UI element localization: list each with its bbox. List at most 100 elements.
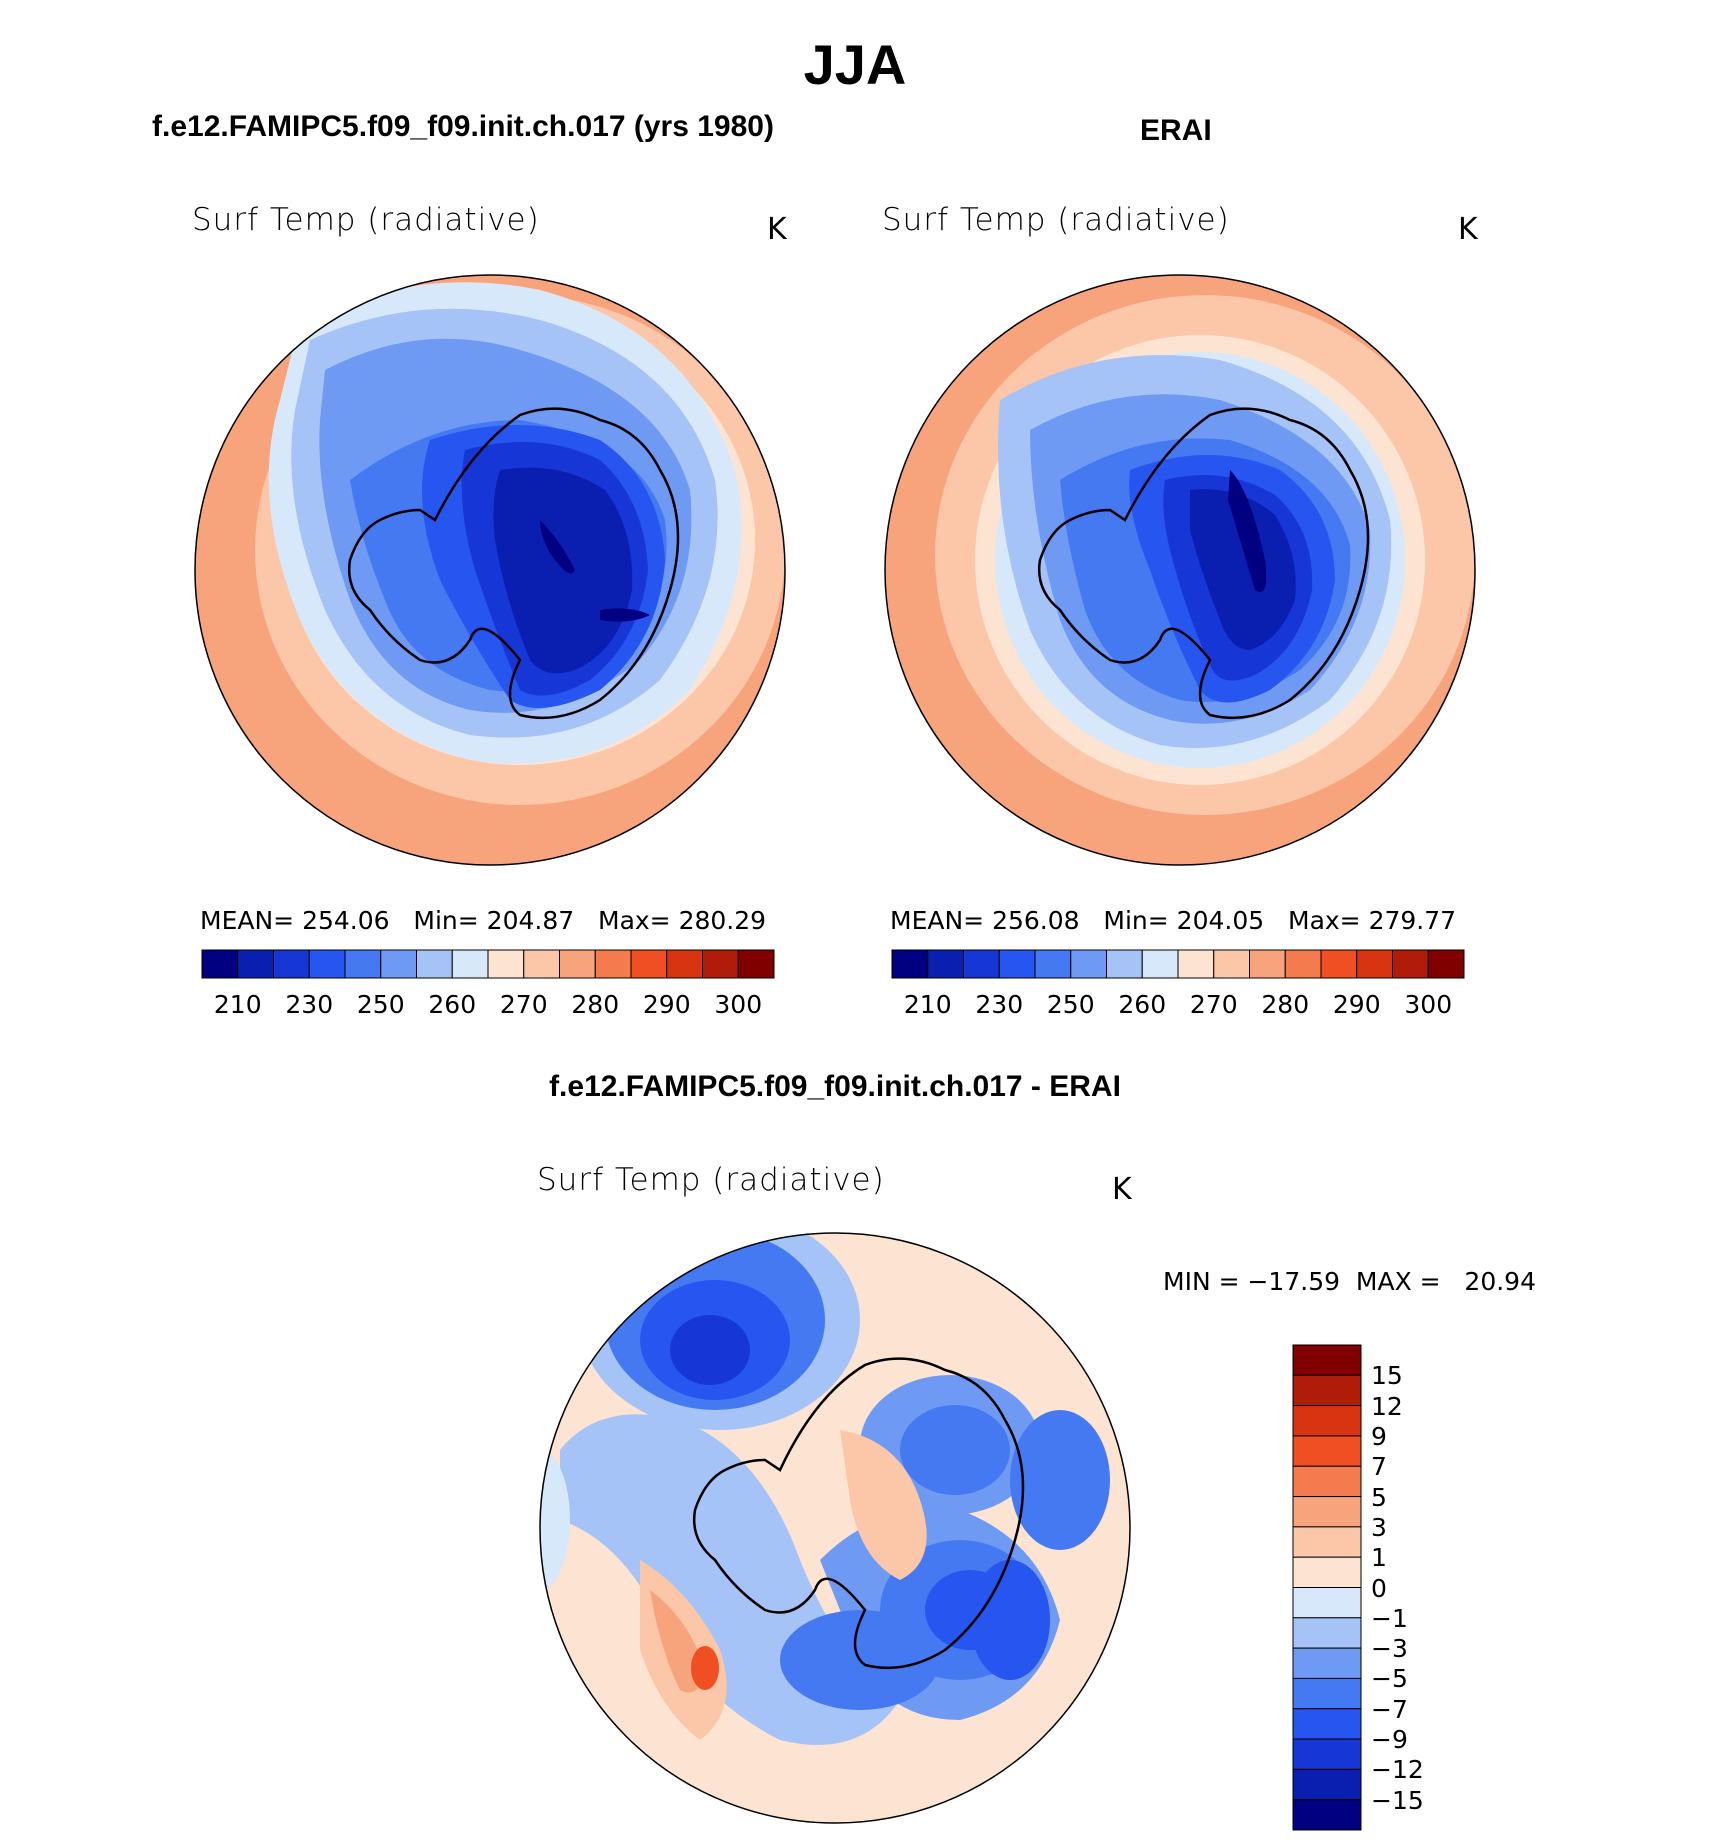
colorbar-tick-label: 260 xyxy=(428,990,477,1019)
colorbar-tick-label: 210 xyxy=(213,990,262,1019)
coastline-antarctica xyxy=(347,407,680,720)
min-value: 204.05 xyxy=(1176,906,1265,935)
polar-map-diff xyxy=(539,1232,1131,1824)
colorbar-swatch xyxy=(1292,1647,1362,1679)
colorbar-swatch xyxy=(237,949,274,979)
colorbar-tick-label: 5 xyxy=(1371,1482,1387,1512)
polar-map-model xyxy=(194,274,786,866)
colorbar-diff xyxy=(1292,1344,1362,1831)
colorbar-tick-label: 9 xyxy=(1371,1421,1387,1451)
colorbar-tick-label: −7 xyxy=(1371,1694,1408,1724)
stats-obs: MEAN= 256.08 Min= 204.05 Max= 279.77 xyxy=(890,906,1456,935)
colorbar-tick-label: 280 xyxy=(571,990,620,1019)
min-label: Min= xyxy=(1103,906,1169,935)
colorbar-swatch xyxy=(891,949,929,979)
min-value: 204.87 xyxy=(486,906,575,935)
panel-heading-model: f.e12.FAMIPC5.f09_f09.init.ch.017 (yrs 1… xyxy=(152,110,774,143)
colorbar-swatch xyxy=(666,949,703,979)
colorbar-tick-label: −9 xyxy=(1371,1725,1408,1755)
colorbar-swatch xyxy=(1249,949,1286,979)
variable-label-obs: Surf Temp (radiative) xyxy=(882,202,1230,238)
colorbar-tick-label: −15 xyxy=(1371,1785,1424,1815)
colorbar-swatch xyxy=(1292,1496,1362,1528)
colorbar-tick-label: 15 xyxy=(1371,1361,1403,1391)
coastline-antarctica xyxy=(1037,407,1370,720)
colorbar-swatch xyxy=(1292,1587,1362,1619)
map-border xyxy=(884,274,1476,866)
colorbar-swatch xyxy=(273,949,310,979)
colorbar-swatch xyxy=(1213,949,1250,979)
colorbar-swatch xyxy=(1106,949,1143,979)
colorbar-swatch xyxy=(1292,1465,1362,1498)
colorbar-swatch xyxy=(201,949,239,979)
mean-label: MEAN= xyxy=(200,906,295,935)
max-value: 280.29 xyxy=(678,906,767,935)
colorbar-tick-label: 260 xyxy=(1118,990,1167,1019)
colorbar-swatch xyxy=(1292,1768,1362,1801)
colorbar-swatch xyxy=(737,949,775,979)
colorbar-swatch xyxy=(1292,1738,1362,1770)
colorbar-swatch xyxy=(594,949,632,979)
colorbar-swatch xyxy=(1392,949,1429,979)
colorbar-swatch xyxy=(998,949,1036,979)
colorbar-tick-label: 250 xyxy=(356,990,405,1019)
colorbar-swatch xyxy=(1320,949,1358,979)
mean-value: 256.08 xyxy=(992,906,1080,935)
units-label-diff: K xyxy=(1112,1172,1132,1207)
panel-heading-obs: ERAI xyxy=(1140,114,1212,147)
colorbar-model xyxy=(201,949,775,979)
colorbar-obs xyxy=(891,949,1465,979)
colorbar-tick-label: 270 xyxy=(499,990,548,1019)
colorbar-swatch xyxy=(1427,949,1465,979)
panel-heading-diff: f.e12.FAMIPC5.f09_f09.init.ch.017 - ERAI xyxy=(549,1070,1121,1103)
colorbar-swatch xyxy=(1070,949,1107,979)
colorbar-tick-label: 0 xyxy=(1371,1573,1387,1603)
colorbar-tick-label: 1 xyxy=(1371,1543,1387,1573)
max-label: Max= xyxy=(598,906,671,935)
stats-model: MEAN= 254.06 Min= 204.87 Max= 280.29 xyxy=(200,906,766,935)
colorbar-tick-label: −12 xyxy=(1371,1755,1424,1785)
variable-label-model: Surf Temp (radiative) xyxy=(192,202,540,238)
colorbar-tick-label: −5 xyxy=(1371,1664,1408,1694)
map-border xyxy=(194,274,786,866)
map-border xyxy=(539,1232,1131,1824)
units-label-model: K xyxy=(767,212,787,247)
colorbar-tick-label: 12 xyxy=(1371,1391,1403,1421)
colorbar-swatch xyxy=(927,949,964,979)
colorbar-tick-label: 290 xyxy=(642,990,691,1019)
colorbar-swatch xyxy=(1292,1374,1362,1407)
colorbar-swatch xyxy=(1292,1556,1362,1588)
stats-diff: MIN = −17.59 MAX = 20.94 xyxy=(1163,1267,1536,1296)
colorbar-tick-label: 300 xyxy=(714,990,763,1019)
colorbar-tick-label: 300 xyxy=(1404,990,1453,1019)
colorbar-swatch xyxy=(380,949,417,979)
colorbar-tick-label: −3 xyxy=(1371,1634,1408,1664)
colorbar-tick-label: 270 xyxy=(1189,990,1238,1019)
colorbar-swatch xyxy=(487,949,525,979)
colorbar-swatch xyxy=(1141,949,1179,979)
polar-map-obs xyxy=(884,274,1476,866)
colorbar-swatch xyxy=(559,949,596,979)
min-label: Min= xyxy=(413,906,479,935)
colorbar-tick-label: 7 xyxy=(1371,1452,1387,1482)
colorbar-tick-label: 280 xyxy=(1261,990,1310,1019)
units-label-obs: K xyxy=(1458,212,1478,247)
colorbar-swatch xyxy=(630,949,668,979)
colorbar-swatch xyxy=(1292,1526,1362,1558)
colorbar-swatch xyxy=(1292,1617,1362,1649)
colorbar-swatch xyxy=(308,949,346,979)
figure-title: JJA xyxy=(803,33,907,96)
colorbar-tick-label: 3 xyxy=(1371,1512,1387,1542)
colorbar-swatch xyxy=(1284,949,1322,979)
variable-label-diff: Surf Temp (radiative) xyxy=(537,1162,885,1198)
colorbar-swatch xyxy=(451,949,489,979)
colorbar-swatch xyxy=(702,949,739,979)
colorbar-swatch xyxy=(1177,949,1215,979)
colorbar-tick-label: 210 xyxy=(903,990,952,1019)
colorbar-swatch xyxy=(1292,1799,1362,1831)
colorbar-swatch xyxy=(1034,949,1072,979)
mean-value: 254.06 xyxy=(302,906,390,935)
colorbar-swatch xyxy=(523,949,560,979)
mean-label: MEAN= xyxy=(890,906,985,935)
